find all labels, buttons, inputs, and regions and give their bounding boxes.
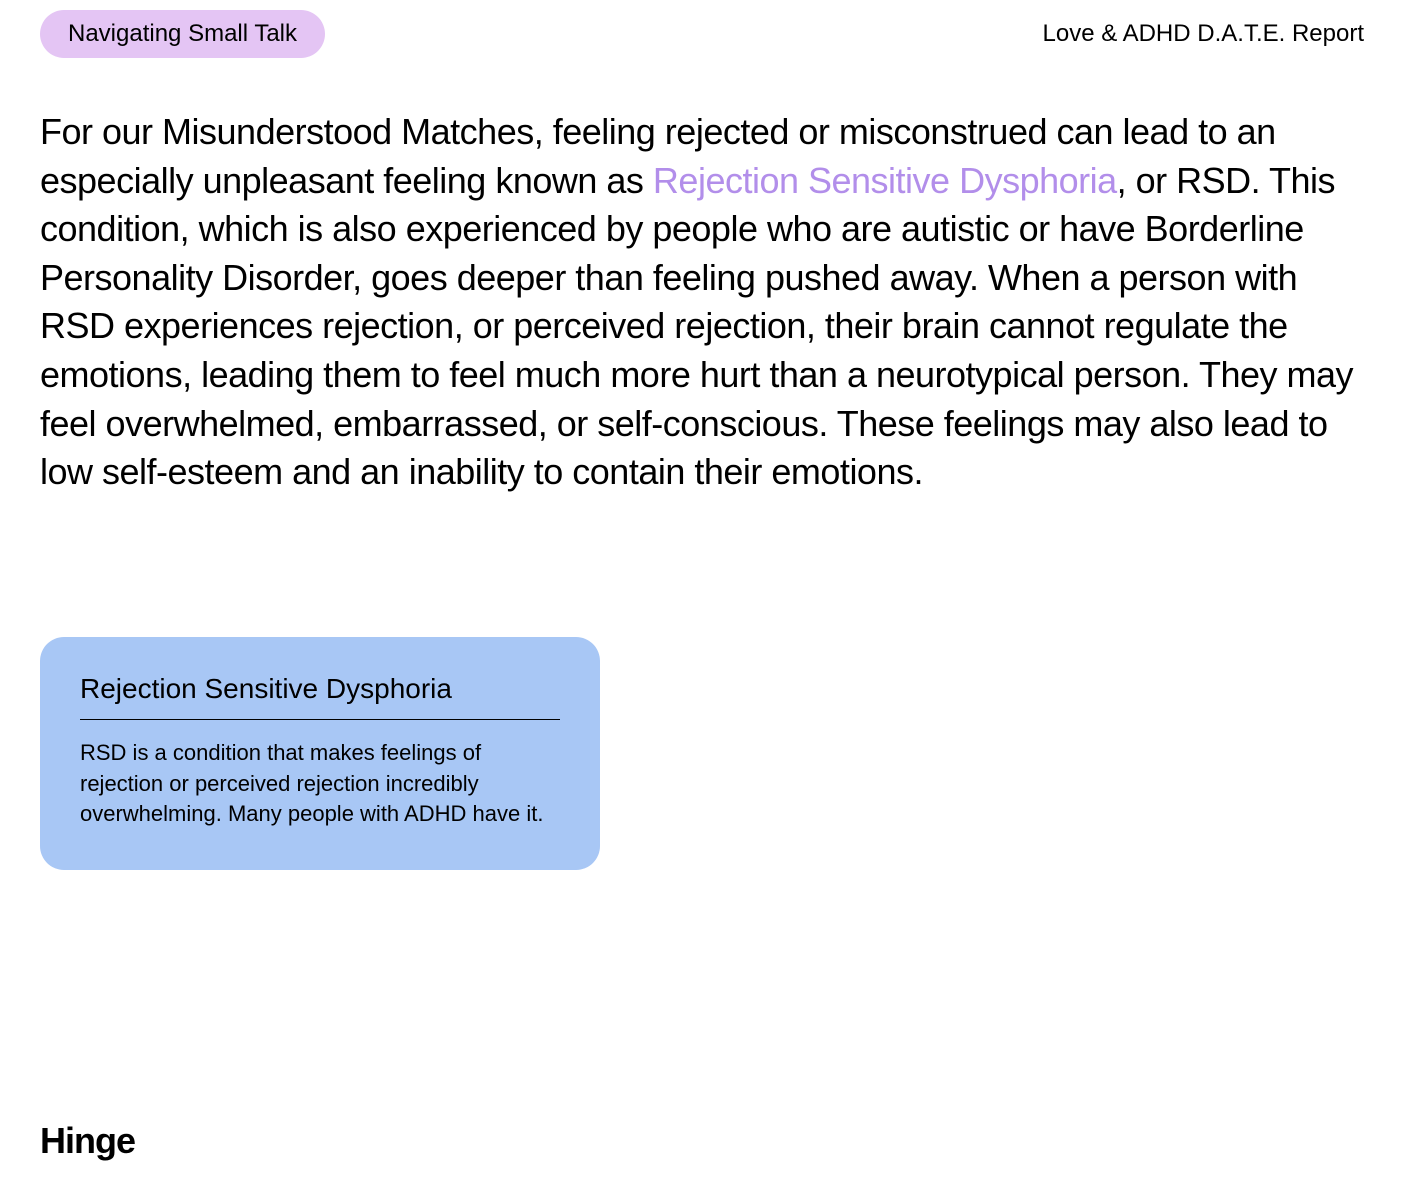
- section-pill: Navigating Small Talk: [40, 10, 325, 58]
- callout-box: Rejection Sensitive Dysphoria RSD is a c…: [40, 637, 600, 870]
- callout-body: RSD is a condition that makes feelings o…: [80, 738, 560, 830]
- hinge-logo: Hinge: [40, 1120, 135, 1162]
- body-text-after: , or RSD. This condition, which is also …: [40, 160, 1353, 493]
- body-paragraph: For our Misunderstood Matches, feeling r…: [40, 108, 1364, 497]
- callout-title: Rejection Sensitive Dysphoria: [80, 673, 560, 720]
- report-title: Love & ADHD D.A.T.E. Report: [1043, 20, 1364, 48]
- highlight-term: Rejection Sensitive Dysphoria: [653, 160, 1117, 201]
- page-header: Navigating Small Talk Love & ADHD D.A.T.…: [40, 10, 1364, 58]
